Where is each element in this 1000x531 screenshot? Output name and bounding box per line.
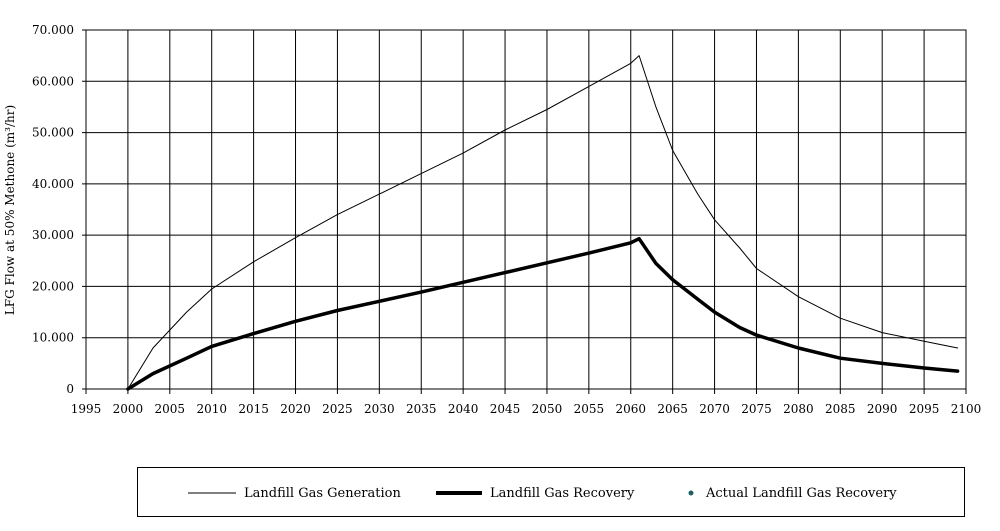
x-tick-label: 2015 bbox=[238, 402, 269, 416]
plot-frame bbox=[85, 29, 967, 390]
grid bbox=[82, 29, 967, 394]
y-tick-label: 10.000 bbox=[32, 331, 74, 345]
legend-swatch-recovery bbox=[436, 491, 482, 495]
x-tick-label: 2100 bbox=[951, 402, 982, 416]
x-tick-label: 2045 bbox=[490, 402, 521, 416]
legend-entry-actual: Actual Landfill Gas Recovery bbox=[686, 484, 897, 502]
legend-entry-generation: Landfill Gas Generation bbox=[188, 484, 401, 502]
x-tick-label: 2075 bbox=[741, 402, 772, 416]
series-lines bbox=[126, 55, 960, 391]
legend-label-recovery: Landfill Gas Recovery bbox=[490, 485, 635, 501]
x-tick-label: 1995 bbox=[71, 402, 102, 416]
x-tick-label: 2080 bbox=[783, 402, 814, 416]
x-tick-label: 2035 bbox=[406, 402, 437, 416]
x-tick-label: 2095 bbox=[909, 402, 940, 416]
generation-series-line bbox=[127, 55, 959, 390]
x-tick-label: 2085 bbox=[825, 402, 856, 416]
y-axis-title: LFG Flow at 50% Methone (m³/hr) bbox=[3, 105, 17, 315]
legend-label-generation: Landfill Gas Generation bbox=[244, 485, 401, 501]
legend: Landfill Gas Generation Landfill Gas Rec… bbox=[137, 467, 965, 517]
x-tick-label: 2055 bbox=[574, 402, 605, 416]
y-tick-label: 40.000 bbox=[32, 177, 74, 191]
x-tick-label: 2025 bbox=[322, 402, 353, 416]
x-tick-label: 2010 bbox=[196, 402, 227, 416]
x-tick-label: 2040 bbox=[448, 402, 479, 416]
y-tick-label: 70.000 bbox=[32, 23, 74, 37]
y-tick-label: 0 bbox=[66, 382, 74, 396]
legend-swatch-actual-marker bbox=[688, 490, 694, 496]
y-tick-label: 20.000 bbox=[32, 279, 74, 293]
x-tick-label: 2030 bbox=[364, 402, 395, 416]
x-tick-label: 2065 bbox=[657, 402, 688, 416]
x-tick-label: 2000 bbox=[113, 402, 144, 416]
x-tick-label: 2005 bbox=[155, 402, 186, 416]
legend-entry-recovery: Landfill Gas Recovery bbox=[436, 484, 634, 502]
x-tick-label: 2060 bbox=[615, 402, 646, 416]
x-tick-label: 2020 bbox=[280, 402, 311, 416]
recovery-series-line bbox=[126, 236, 960, 391]
y-tick-label: 50.000 bbox=[32, 126, 74, 140]
y-tick-label: 30.000 bbox=[32, 228, 74, 242]
x-tick-label: 2090 bbox=[867, 402, 898, 416]
legend-swatch-generation bbox=[188, 492, 236, 494]
x-tick-label: 2070 bbox=[699, 402, 730, 416]
legend-label-actual: Actual Landfill Gas Recovery bbox=[706, 485, 897, 501]
tick-labels: 1995 2000 2005 2010 2015 2020 2025 2030 2035 2040… bbox=[32, 23, 981, 416]
y-tick-label: 60.000 bbox=[32, 74, 74, 88]
x-tick-label: 2050 bbox=[532, 402, 563, 416]
